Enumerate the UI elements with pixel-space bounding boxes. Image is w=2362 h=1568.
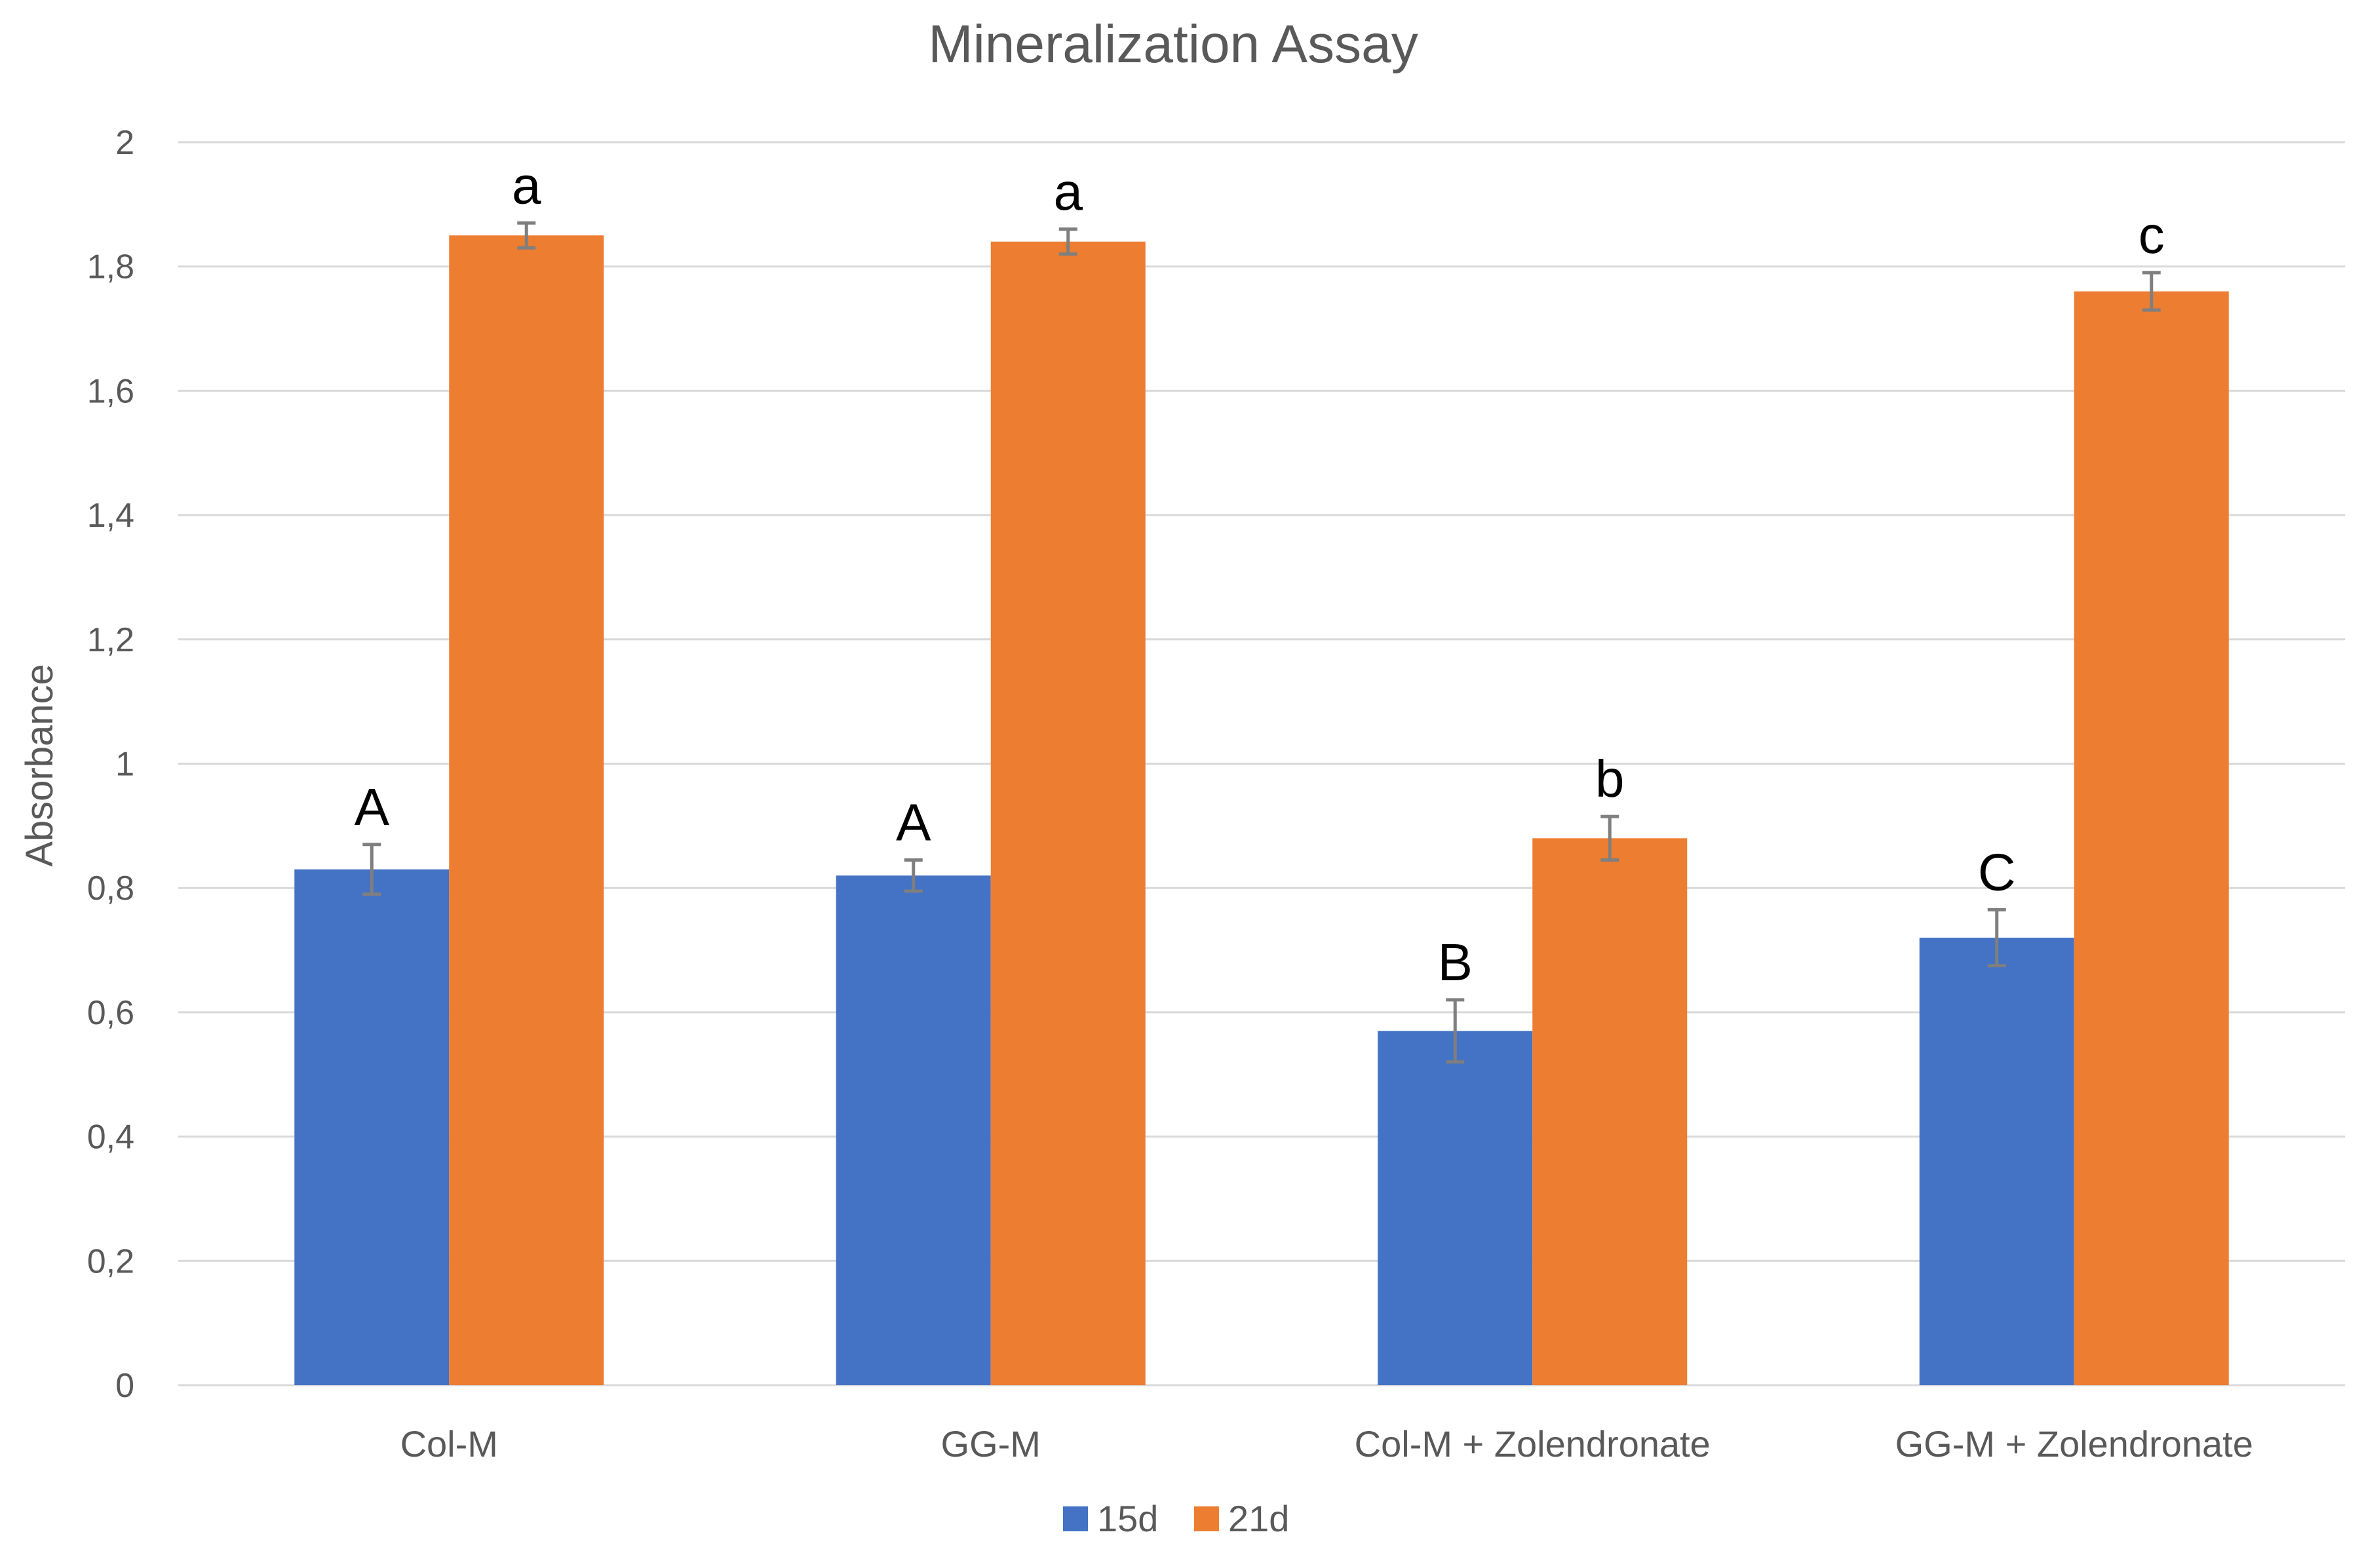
y-tick-label: 0 bbox=[115, 1367, 134, 1405]
legend-label: 21d bbox=[1228, 1498, 1289, 1539]
bar bbox=[2074, 291, 2229, 1385]
x-axis: Col-M GG-M Col-M + Zolendronate GG-M + Zole… bbox=[400, 1423, 2253, 1464]
y-axis: 0 0,2 0,4 0,6 0,8 1 1,2 1,4 1,6 1,8 2 bbox=[87, 124, 134, 1405]
y-tick-label: 0,4 bbox=[87, 1119, 134, 1157]
legend-swatch bbox=[1063, 1506, 1088, 1531]
significance-letter: C bbox=[1978, 843, 2016, 901]
bar bbox=[990, 241, 1146, 1385]
x-tick-label: Col-M + Zolendronate bbox=[1355, 1423, 1711, 1464]
bar bbox=[449, 235, 604, 1385]
y-tick-label: 1,8 bbox=[87, 248, 134, 286]
y-tick-label: 1,6 bbox=[87, 372, 134, 410]
bars bbox=[294, 235, 2229, 1385]
significance-letter: A bbox=[896, 794, 931, 852]
y-tick-label: 2 bbox=[115, 124, 134, 162]
x-tick-label: GG-M bbox=[941, 1423, 1041, 1464]
y-tick-label: 1,2 bbox=[87, 621, 134, 659]
bar bbox=[294, 869, 450, 1385]
x-tick-label: Col-M bbox=[400, 1423, 498, 1464]
chart-title: Mineralization Assay bbox=[928, 14, 1418, 74]
significance-letter: A bbox=[355, 778, 390, 836]
y-tick-label: 1,4 bbox=[87, 497, 134, 535]
bar bbox=[1919, 938, 2074, 1385]
error-bars bbox=[362, 221, 2161, 1064]
significance-letter: a bbox=[512, 156, 541, 214]
significance-letter: b bbox=[1595, 750, 1625, 808]
significance-letter: a bbox=[1054, 163, 1083, 221]
significance-letter: B bbox=[1438, 933, 1473, 991]
legend-label: 15d bbox=[1097, 1498, 1158, 1539]
y-tick-label: 0,6 bbox=[87, 994, 134, 1032]
y-tick-label: 0,2 bbox=[87, 1242, 134, 1280]
significance-labels: Aa Aa Bb Cc bbox=[355, 156, 2165, 991]
y-tick-label: 1 bbox=[115, 746, 134, 784]
y-axis-label: Absorbance bbox=[18, 664, 61, 867]
legend-swatch bbox=[1194, 1506, 1219, 1531]
bar bbox=[1378, 1031, 1533, 1385]
legend: 15d 21d bbox=[1063, 1498, 1289, 1539]
significance-letter: c bbox=[2139, 206, 2165, 264]
bar bbox=[836, 875, 991, 1385]
bar bbox=[1532, 838, 1688, 1385]
y-tick-label: 0,8 bbox=[87, 870, 134, 908]
x-tick-label: GG-M + Zolendronate bbox=[1895, 1423, 2253, 1464]
